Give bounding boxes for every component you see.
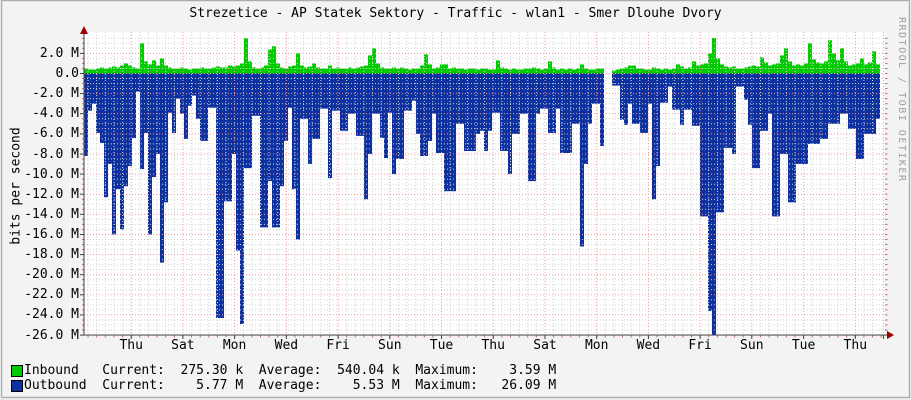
axes — [83, 32, 888, 336]
x-axis-tick-label: Tue — [429, 338, 454, 353]
x-axis-tick-label: Sat — [171, 338, 195, 353]
y-axis-tick-label: -20.0 M — [24, 267, 79, 283]
y-axis-tick-label: -10.0 M — [24, 166, 79, 182]
x-axis-tick-label: Thu — [843, 338, 868, 353]
y-axis-tick-label: 2.0 M — [39, 45, 79, 61]
outbound-swatch — [11, 380, 23, 392]
x-axis-tick-label: Fri — [688, 338, 712, 353]
legend-inbound-text: Inbound Current: 275.30 k Average: 540.0… — [24, 363, 557, 378]
y-axis-tick-label: -24.0 M — [24, 307, 79, 323]
legend-row-inbound: Inbound Current: 275.30 k Average: 540.0… — [11, 364, 556, 377]
x-axis-tick-label: Fri — [326, 338, 350, 353]
legend-row-outbound: Outbound Current: 5.77 M Average: 5.53 M… — [11, 379, 556, 392]
x-axis-tick-label: Sun — [378, 338, 402, 353]
y-axis-tick-label: -8.0 M — [32, 146, 79, 162]
grid-minor — [84, 32, 885, 335]
y-axis-tick-label: -18.0 M — [24, 247, 79, 263]
x-axis-tick-label: Wed — [636, 338, 661, 353]
x-axis-tick-label: Tue — [791, 338, 816, 353]
y-axis-tick-label: -16.0 M — [24, 227, 79, 242]
x-axis-tick-label: Sat — [533, 338, 557, 353]
y-axis-tick-label: -4.0 M — [32, 106, 79, 122]
grid-major — [84, 32, 885, 336]
axis-arrows — [80, 26, 894, 339]
inbound-swatch — [11, 365, 23, 377]
x-axis-tick-label: Mon — [222, 338, 247, 353]
legend-outbound-text: Outbound Current: 5.77 M Average: 5.53 M… — [24, 378, 557, 393]
rrdtool-watermark: RRDTOOL / TOBI OETIKER — [896, 17, 907, 183]
y-axis-tick-label: -14.0 M — [24, 206, 79, 222]
y-axis-tick-label: -22.0 M — [24, 287, 79, 303]
x-axis-tick-label: Sun — [740, 338, 764, 353]
x-axis-tick-label: Wed — [274, 338, 299, 353]
y-axis-tick-label: -26.0 M — [24, 327, 79, 343]
y-axis-tick-label: -2.0 M — [32, 86, 79, 102]
y-axis-tick-label: -6.0 M — [32, 126, 79, 142]
x-axis-tick-label: Thu — [481, 338, 505, 353]
x-axis-tick-label: Thu — [119, 338, 143, 353]
graph-title: Strezetice - AP Statek Sektory - Traffic… — [189, 6, 722, 21]
y-axis-tick-label: 0.0 — [55, 66, 79, 81]
x-axis-tick-label: Mon — [584, 338, 609, 353]
y-axis-tick-label: -12.0 M — [24, 186, 79, 202]
